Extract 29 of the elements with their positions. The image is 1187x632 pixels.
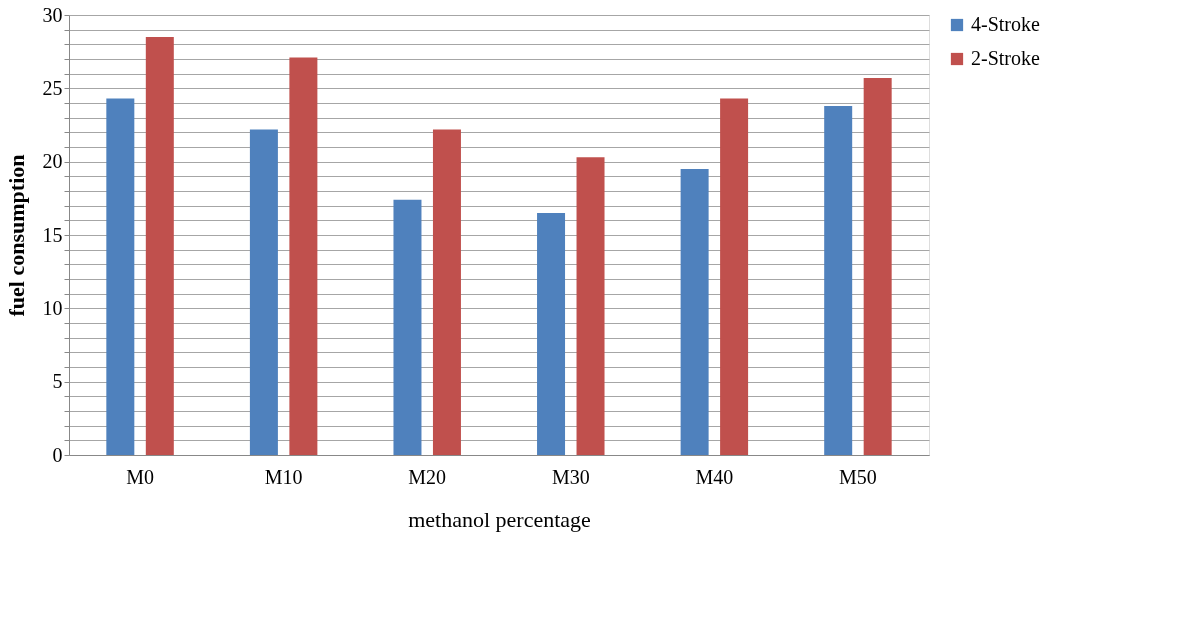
- y-tick-label: 10: [42, 296, 63, 319]
- y-tick-label: 0: [52, 443, 63, 466]
- y-tick-label: 5: [52, 370, 63, 393]
- bar: [824, 105, 853, 455]
- bar: [720, 98, 749, 455]
- x-tick-label: M50: [839, 465, 877, 488]
- bar: [680, 169, 709, 455]
- bar: [863, 78, 892, 455]
- y-tick-label: 25: [42, 76, 63, 99]
- bar: [289, 57, 318, 455]
- legend-label: 4-Stroke: [971, 13, 1040, 35]
- x-tick-label: M20: [408, 465, 447, 488]
- y-axis-title: fuel consumption: [3, 154, 29, 317]
- y-tick-label: 15: [42, 223, 63, 246]
- bar: [576, 157, 605, 455]
- bar: [393, 199, 422, 455]
- x-tick-label: M30: [551, 465, 590, 488]
- bar: [145, 37, 174, 455]
- x-tick-label: M0: [126, 465, 154, 488]
- x-tick-label: M40: [695, 465, 734, 488]
- bar: [106, 98, 135, 455]
- legend-label: 2-Stroke: [971, 47, 1040, 69]
- bar: [537, 213, 566, 455]
- x-tick-label: M10: [264, 465, 303, 488]
- bar: [432, 129, 461, 455]
- x-axis-title: methanol percentage: [408, 506, 591, 532]
- bar: [249, 129, 278, 455]
- y-tick-label: 20: [42, 150, 63, 173]
- y-tick-label: 30: [42, 3, 63, 26]
